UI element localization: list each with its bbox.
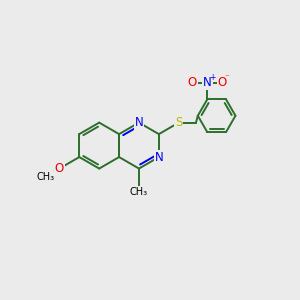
Text: CH₃: CH₃ (130, 187, 148, 196)
Text: O: O (55, 162, 64, 175)
Text: O: O (188, 76, 197, 89)
Text: N: N (135, 116, 143, 129)
Text: N: N (203, 76, 212, 89)
Text: ⁻: ⁻ (225, 74, 230, 82)
Text: S: S (175, 116, 182, 129)
Text: O: O (218, 76, 227, 89)
Text: N: N (154, 151, 163, 164)
Text: CH₃: CH₃ (36, 172, 55, 182)
Text: +: + (209, 74, 215, 82)
